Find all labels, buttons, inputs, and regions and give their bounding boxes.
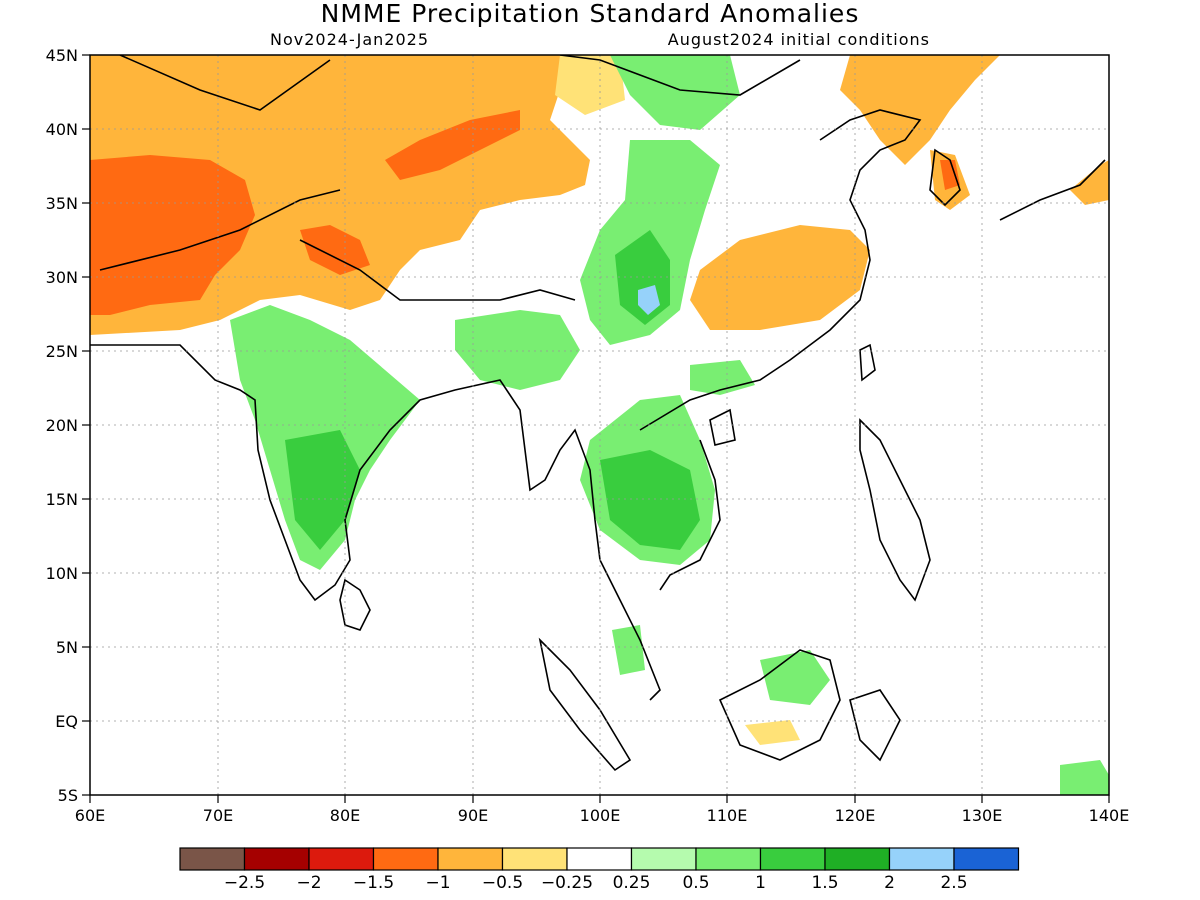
y-tick-label: 10N — [46, 564, 78, 583]
colorbar-label: −2 — [296, 873, 321, 893]
colorbar-swatch — [501, 847, 568, 871]
anomaly-region-wet-bangladesh — [455, 310, 580, 390]
colorbar-label: 2.5 — [940, 873, 967, 893]
colorbar-label: 0.5 — [682, 873, 709, 893]
x-tick-label: 100E — [580, 806, 621, 825]
colorbar-label: −2.5 — [224, 873, 265, 893]
x-tick-label: 110E — [707, 806, 748, 825]
anomaly-region-dry-strong-himalaya — [300, 225, 370, 275]
tick-marks — [82, 54, 1110, 803]
anomaly-region-wet-borneo — [760, 650, 830, 705]
colorbar-swatch — [953, 847, 1020, 871]
period-label: Nov2024-Jan2025 — [270, 30, 429, 49]
colorbar-label: 0.25 — [613, 873, 651, 893]
anomaly-region-dry-weak-borneo — [745, 720, 800, 745]
anomaly-region-dry-south-china — [690, 225, 870, 330]
coastlines — [90, 55, 1106, 772]
y-tick-label: 35N — [46, 194, 78, 213]
colorbar-swatch — [437, 847, 504, 871]
colorbar-label: 1.5 — [811, 873, 838, 893]
y-tick-label: 25N — [46, 342, 78, 361]
y-tick-label: 15N — [46, 490, 78, 509]
y-tick-label: 40N — [46, 120, 78, 139]
x-axis-labels: 60E 70E 80E 90E 100E 110E 120E 130E 140E — [75, 806, 1130, 825]
x-tick-label: 80E — [330, 806, 360, 825]
y-tick-label: 30N — [46, 268, 78, 287]
anomaly-region-dry-strong-korea — [940, 160, 960, 190]
colorbar-swatch — [308, 847, 375, 871]
y-tick-label: 5N — [56, 638, 78, 657]
colorbar-swatch — [630, 847, 697, 871]
anomaly-region-wet-south-china — [690, 360, 755, 395]
colorbar-label: 1 — [755, 873, 766, 893]
x-tick-label: 90E — [458, 806, 488, 825]
x-tick-label: 140E — [1089, 806, 1130, 825]
anomaly-region-dry-strong-west — [90, 155, 255, 315]
colorbar-label: 2 — [884, 873, 895, 893]
colorbar-swatch — [759, 847, 826, 871]
anomaly-region-wet-strong-indochina — [600, 450, 700, 550]
colorbar-label: −0.25 — [541, 873, 593, 893]
colorbar — [179, 847, 1020, 871]
colorbar-swatch — [243, 847, 310, 871]
y-tick-label: 20N — [46, 416, 78, 435]
x-tick-label: 120E — [835, 806, 876, 825]
anomaly-region-dry-northeast — [840, 55, 1000, 165]
x-tick-label: 130E — [962, 806, 1003, 825]
anomaly-region-wet-peak — [638, 285, 660, 315]
y-tick-label: 5S — [58, 786, 78, 805]
colorbar-swatch — [888, 847, 955, 871]
map-plot-area — [90, 55, 1109, 795]
anomaly-region-dry-japan — [1070, 160, 1109, 205]
colorbar-label: −0.5 — [482, 873, 523, 893]
anomaly-region-wet-newguinea — [1060, 760, 1109, 795]
anomaly-region-wet-strong-india — [285, 430, 360, 550]
map-title: NMME Precipitation Standard Anomalies — [321, 0, 860, 28]
colorbar-labels: −2.5 −2 −1.5 −1 −0.5 −0.25 0.25 0.5 1 1.5 2 2.5 — [224, 873, 968, 893]
x-tick-label: 70E — [203, 806, 233, 825]
colorbar-label: −1.5 — [353, 873, 394, 893]
colorbar-swatch — [566, 847, 633, 871]
y-tick-label: EQ — [55, 712, 78, 731]
colorbar-swatch — [179, 847, 246, 871]
colorbar-swatch — [824, 847, 891, 871]
graticule — [90, 55, 1109, 795]
colorbar-swatch — [695, 847, 762, 871]
colorbar-label: −1 — [425, 873, 450, 893]
y-axis-labels: 45N 40N 35N 30N 25N 20N 15N 10N 5N EQ 5S — [46, 46, 78, 805]
anomaly-region-dry-weak-mongolia — [555, 55, 625, 115]
y-tick-label: 45N — [46, 46, 78, 65]
init-conditions-label: August2024 initial conditions — [668, 30, 930, 49]
colorbar-swatch — [372, 847, 439, 871]
anomaly-region-dry-strong-tibet — [385, 110, 520, 180]
x-tick-label: 60E — [75, 806, 105, 825]
anomaly-region-wet-mongolia — [610, 55, 740, 130]
anomaly-region-wet-malaysia — [612, 625, 645, 675]
